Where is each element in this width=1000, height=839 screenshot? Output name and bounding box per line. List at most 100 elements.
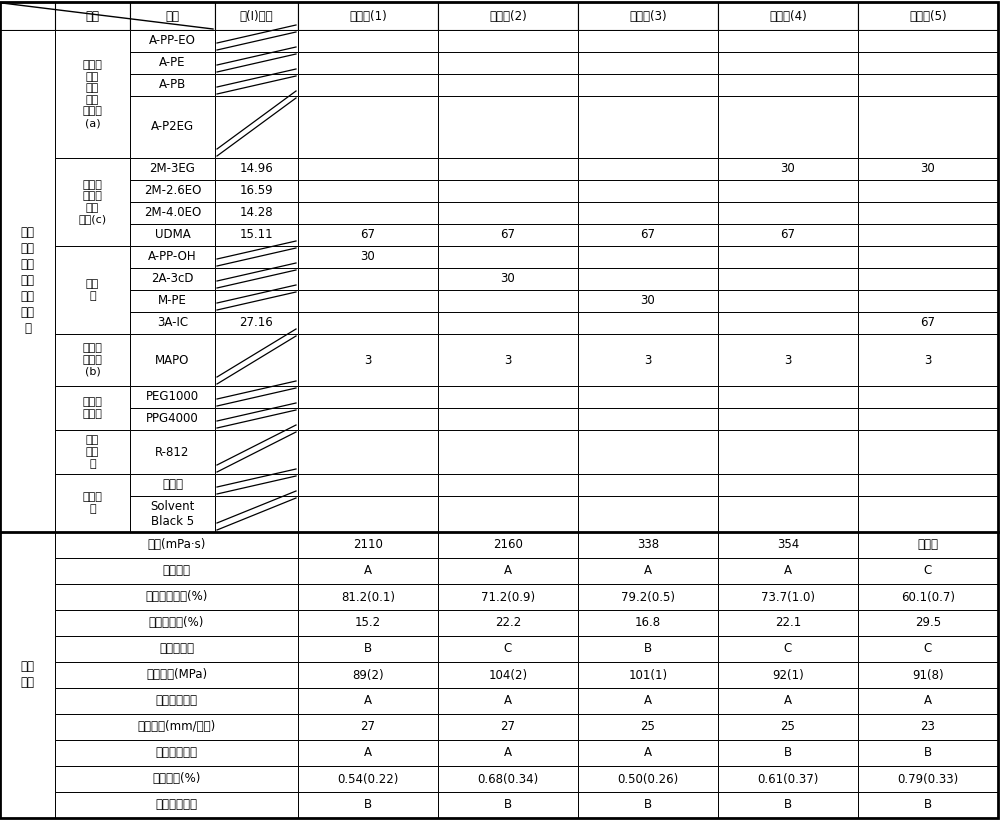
Bar xyxy=(55,30,130,158)
Bar xyxy=(438,584,578,610)
Bar xyxy=(438,96,578,158)
Bar xyxy=(718,496,858,532)
Bar xyxy=(578,688,718,714)
Bar xyxy=(578,202,718,224)
Text: 尺寸变化(%): 尺寸变化(%) xyxy=(152,773,201,785)
Text: 67: 67 xyxy=(501,228,516,242)
Bar xyxy=(298,30,438,52)
Text: 比较例(3): 比较例(3) xyxy=(629,9,667,23)
Text: A: A xyxy=(644,747,652,759)
Text: B: B xyxy=(644,643,652,655)
Bar xyxy=(55,610,298,636)
Bar xyxy=(55,158,130,246)
Bar xyxy=(578,158,718,180)
Text: 比较例(5): 比较例(5) xyxy=(909,9,947,23)
Bar xyxy=(55,636,298,662)
Text: 弯曲强度(MPa): 弯曲强度(MPa) xyxy=(146,669,207,681)
Bar xyxy=(858,202,998,224)
Bar xyxy=(298,496,438,532)
Text: A: A xyxy=(364,565,372,577)
Bar xyxy=(438,386,578,408)
Bar xyxy=(215,52,298,74)
Bar xyxy=(298,610,438,636)
Text: 23: 23 xyxy=(921,721,935,733)
Bar xyxy=(215,430,298,474)
Bar xyxy=(858,334,998,386)
Bar xyxy=(858,74,998,96)
Bar xyxy=(55,334,130,386)
Bar xyxy=(130,180,215,202)
Bar xyxy=(858,30,998,52)
Bar xyxy=(298,334,438,386)
Text: 89(2): 89(2) xyxy=(352,669,384,681)
Bar xyxy=(298,792,438,818)
Bar xyxy=(298,2,438,30)
Text: 尺寸变化判定: 尺寸变化判定 xyxy=(156,799,198,811)
Bar xyxy=(858,246,998,268)
Bar xyxy=(130,408,215,430)
Bar xyxy=(578,496,718,532)
Text: A: A xyxy=(364,747,372,759)
Text: C: C xyxy=(924,565,932,577)
Bar xyxy=(718,52,858,74)
Bar xyxy=(298,74,438,96)
Bar xyxy=(578,290,718,312)
Text: 聚合率判定: 聚合率判定 xyxy=(159,643,194,655)
Bar xyxy=(858,532,998,558)
Bar xyxy=(718,532,858,558)
Bar xyxy=(130,246,215,268)
Bar xyxy=(578,740,718,766)
Bar xyxy=(215,312,298,334)
Bar xyxy=(858,688,998,714)
Bar xyxy=(438,334,578,386)
Bar xyxy=(858,2,998,30)
Text: C: C xyxy=(784,643,792,655)
Bar xyxy=(298,474,438,496)
Text: 25: 25 xyxy=(641,721,655,733)
Text: A-P2EG: A-P2EG xyxy=(151,121,194,133)
Text: 0.54(0.22): 0.54(0.22) xyxy=(337,773,399,785)
Bar xyxy=(55,386,130,430)
Text: 92(1): 92(1) xyxy=(772,669,804,681)
Text: 30: 30 xyxy=(781,163,795,175)
Bar xyxy=(130,202,215,224)
Text: 67: 67 xyxy=(920,316,936,330)
Bar xyxy=(438,558,578,584)
Bar xyxy=(298,224,438,246)
Bar xyxy=(858,474,998,496)
Bar xyxy=(438,662,578,688)
Bar xyxy=(578,662,718,688)
Bar xyxy=(298,584,438,610)
Bar xyxy=(438,474,578,496)
Text: 着色材
料: 着色材 料 xyxy=(83,492,102,513)
Bar xyxy=(298,290,438,312)
Text: 比较例(2): 比较例(2) xyxy=(489,9,527,23)
Bar xyxy=(298,180,438,202)
Text: A: A xyxy=(924,695,932,707)
Text: B: B xyxy=(784,747,792,759)
Bar xyxy=(215,202,298,224)
Text: 比较例(4): 比较例(4) xyxy=(769,9,807,23)
Bar xyxy=(55,246,130,334)
Text: 比较例(1): 比较例(1) xyxy=(349,9,387,23)
Bar xyxy=(0,30,55,532)
Bar xyxy=(718,202,858,224)
Text: 67: 67 xyxy=(640,228,656,242)
Text: 粘度(mPa·s): 粘度(mPa·s) xyxy=(147,539,206,551)
Bar xyxy=(298,636,438,662)
Text: 2M-4.0EO: 2M-4.0EO xyxy=(144,206,201,220)
Text: Solvent
Black 5: Solvent Black 5 xyxy=(150,500,195,528)
Bar xyxy=(858,430,998,474)
Text: 种类: 种类 xyxy=(166,9,180,23)
Text: 22.1: 22.1 xyxy=(775,617,801,629)
Bar xyxy=(298,766,438,792)
Bar xyxy=(718,584,858,610)
Bar xyxy=(858,386,998,408)
Text: 无机
填充
料: 无机 填充 料 xyxy=(86,435,99,469)
Bar xyxy=(578,714,718,740)
Bar xyxy=(438,740,578,766)
Bar xyxy=(718,740,858,766)
Bar xyxy=(718,662,858,688)
Bar xyxy=(858,408,998,430)
Bar xyxy=(438,714,578,740)
